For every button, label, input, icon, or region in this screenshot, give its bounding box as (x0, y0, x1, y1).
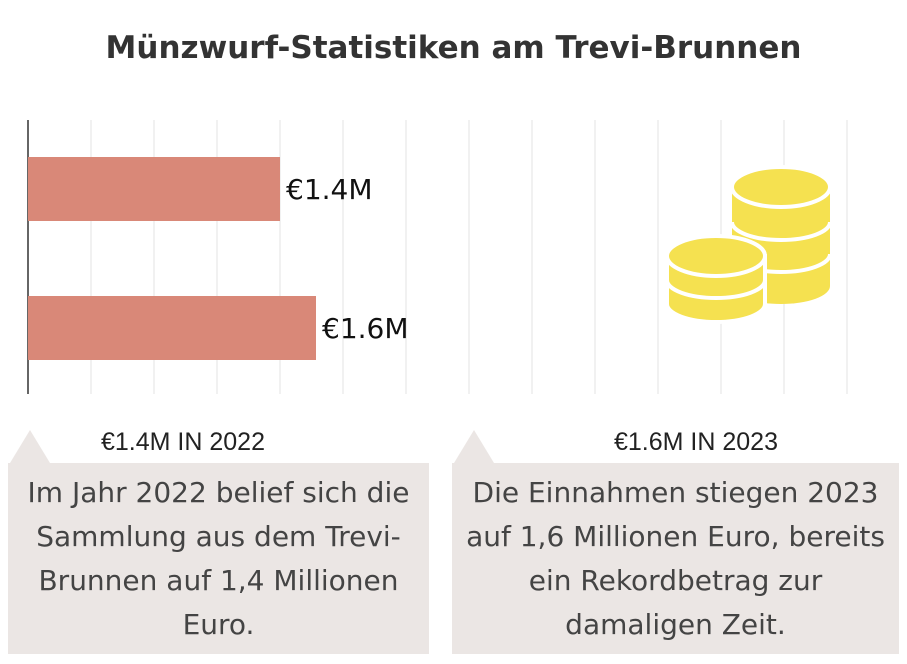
caption-2022: €1.4M IN 2022 (101, 428, 265, 456)
callout-pointer-2022 (10, 430, 50, 463)
bar-2022 (28, 157, 280, 221)
caption-2023: €1.6M IN 2023 (614, 428, 778, 456)
callout-2023: Die Einnahmen stiegen 2023 auf 1,6 Milli… (452, 463, 899, 654)
callout-text-2022: Im Jahr 2022 belief sich die Sammlung au… (27, 475, 410, 641)
callout-2022: Im Jahr 2022 belief sich die Sammlung au… (8, 463, 429, 654)
bar-2023 (28, 296, 316, 360)
coin-stack-front (665, 234, 767, 324)
chart-title: Münzwurf-Statistiken am Trevi-Brunnen (105, 30, 802, 66)
bar-chart: €1.4M €1.6M (27, 120, 848, 394)
coin-stack-icon (665, 165, 832, 324)
data-label-2023: €1.6M (322, 312, 409, 345)
callout-text-2023: Die Einnahmen stiegen 2023 auf 1,6 Milli… (466, 475, 885, 641)
data-label-2022: €1.4M (286, 173, 373, 206)
bars: €1.4M €1.6M (28, 157, 409, 360)
callout-pointer-2023 (454, 430, 494, 463)
